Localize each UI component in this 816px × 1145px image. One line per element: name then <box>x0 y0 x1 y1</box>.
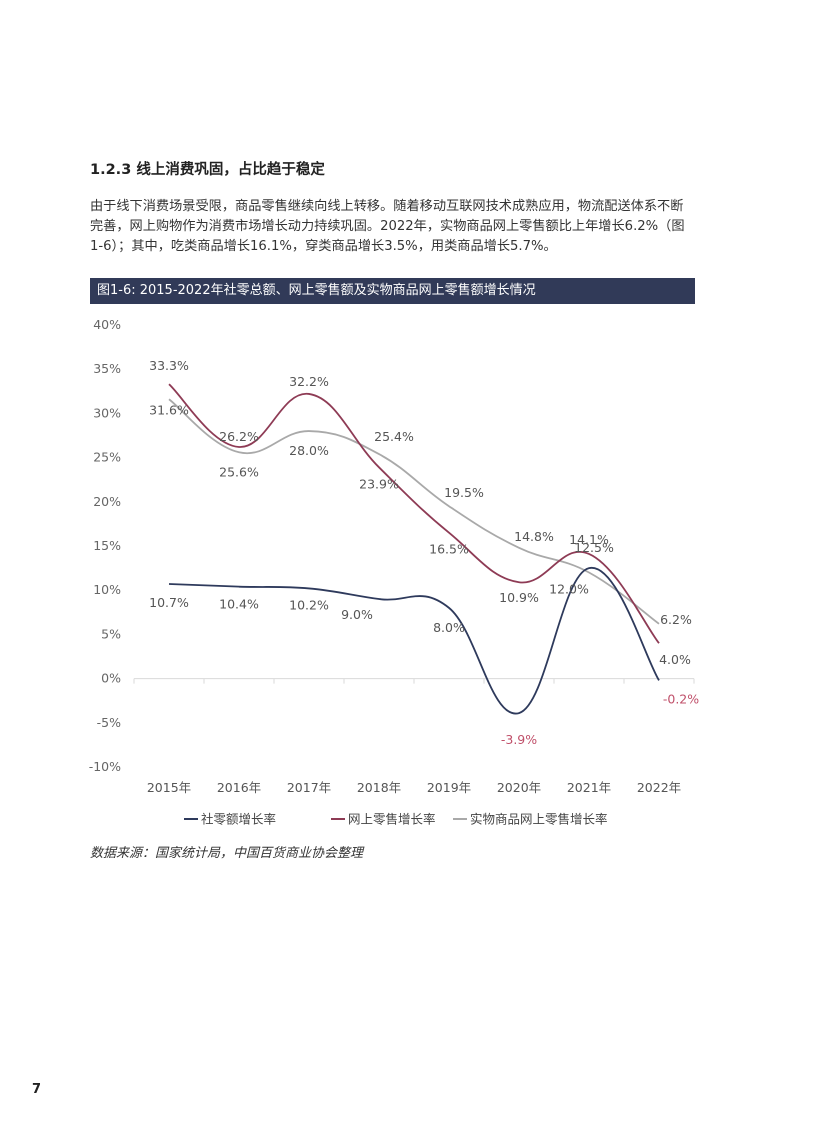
x-tick-label: 2020年 <box>497 780 541 795</box>
data-label: 25.4% <box>374 429 414 444</box>
data-label: 23.9% <box>359 476 399 491</box>
y-tick-label: 0% <box>101 671 121 686</box>
y-tick-label: 10% <box>93 582 121 597</box>
data-label: 33.3% <box>149 358 189 373</box>
y-tick-label: 25% <box>93 450 121 465</box>
y-tick-label: -10% <box>89 759 121 774</box>
y-tick-label: 5% <box>101 626 121 641</box>
data-label: 14.8% <box>514 529 554 544</box>
data-label: 10.7% <box>149 595 189 610</box>
y-axis-ticks: 40% 35% 30% 25% 20% 15% 10% 5% 0% -5% -10% <box>89 317 121 774</box>
section-heading: 1.2.3 线上消费巩固，占比趋于稳定 <box>90 162 325 178</box>
data-label: 32.2% <box>289 374 329 389</box>
x-tick-label: 2019年 <box>427 780 471 795</box>
x-tick-label: 2021年 <box>567 780 611 795</box>
data-label: 10.4% <box>219 597 259 612</box>
x-tick-label: 2022年 <box>637 780 681 795</box>
y-tick-label: 15% <box>93 538 121 553</box>
legend-label: 实物商品网上零售增长率 <box>470 812 608 827</box>
data-source-note: 数据来源：国家统计局，中国百货商业协会整理 <box>90 846 364 861</box>
x-tick-label: 2017年 <box>287 780 331 795</box>
body-paragraph: 由于线下消费场景受限，商品零售继续向线上转移。随着移动互联网技术成熟应用，物流配… <box>90 199 685 254</box>
data-label: 25.6% <box>219 464 259 479</box>
legend-label: 社零额增长率 <box>201 812 276 827</box>
series-lines <box>168 383 660 715</box>
data-label: 16.5% <box>429 542 469 557</box>
data-label: 28.0% <box>289 443 329 458</box>
data-label: 19.5% <box>444 485 484 500</box>
legend: 社零额增长率 网上零售增长率 实物商品网上零售增长率 <box>184 812 608 827</box>
legend-label: 网上零售增长率 <box>348 812 436 827</box>
x-tick-label: 2018年 <box>357 780 401 795</box>
data-label: -3.9% <box>501 732 537 747</box>
y-tick-label: 30% <box>93 405 121 420</box>
data-label: 12.0% <box>549 582 589 597</box>
data-label: 9.0% <box>341 607 373 622</box>
data-label: 10.2% <box>289 597 329 612</box>
series-line-physical-online <box>168 398 660 625</box>
x-tick-label: 2016年 <box>217 780 261 795</box>
data-label: 4.0% <box>659 652 691 667</box>
point-labels: 10.7% 10.4% 10.2% 9.0% 8.0% -3.9% 12.5% -0.2% 33… <box>149 358 699 747</box>
data-label: 12.5% <box>574 540 614 555</box>
data-label: 10.9% <box>499 590 539 605</box>
x-tick-label: 2015年 <box>147 780 191 795</box>
data-label: 14.1% <box>569 532 609 547</box>
page-number: 7 <box>32 1082 42 1097</box>
y-tick-label: 20% <box>93 494 121 509</box>
data-label: -0.2% <box>663 691 699 706</box>
y-tick-label: 35% <box>93 361 121 376</box>
y-tick-label: -5% <box>97 715 121 730</box>
figure-title: 图1-6: 2015-2022年社零总额、网上零售额及实物商品网上零售额增长情况 <box>90 278 695 304</box>
data-label: 6.2% <box>660 612 692 627</box>
y-tick-label: 40% <box>93 317 121 332</box>
data-label: 8.0% <box>433 620 465 635</box>
series-line-retail <box>168 567 660 715</box>
data-label: 26.2% <box>219 429 259 444</box>
line-chart: 40%35%30%25%20%15%10%5%0%-5%-10% 2015年 20… <box>89 317 700 827</box>
series-line-online <box>168 383 660 644</box>
x-axis-ticks: 2015年 2016年 2017年 2018年 2019年 2020年 2021年 2022年 <box>133 678 695 795</box>
data-label: 31.6% <box>149 402 189 417</box>
